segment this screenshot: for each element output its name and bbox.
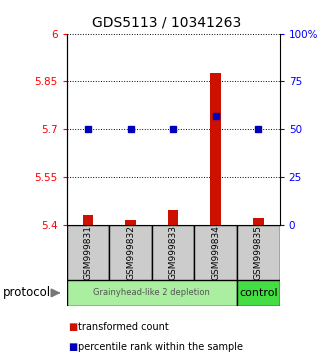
Bar xyxy=(67,280,237,306)
Bar xyxy=(237,280,280,306)
Text: protocol: protocol xyxy=(3,286,52,299)
Text: GSM999833: GSM999833 xyxy=(168,225,178,280)
Bar xyxy=(67,225,109,280)
Bar xyxy=(168,210,178,225)
Text: ■: ■ xyxy=(68,342,78,352)
Text: percentile rank within the sample: percentile rank within the sample xyxy=(78,342,243,352)
Bar xyxy=(210,73,221,225)
Bar xyxy=(253,218,264,225)
Text: GDS5113 / 10341263: GDS5113 / 10341263 xyxy=(92,16,241,30)
Bar xyxy=(109,225,152,280)
Bar xyxy=(237,225,280,280)
Text: control: control xyxy=(239,288,278,298)
Text: GSM999835: GSM999835 xyxy=(254,225,263,280)
Text: GSM999834: GSM999834 xyxy=(211,225,220,280)
Text: Grainyhead-like 2 depletion: Grainyhead-like 2 depletion xyxy=(94,289,210,297)
Bar xyxy=(125,220,136,225)
Text: GSM999832: GSM999832 xyxy=(126,225,135,280)
Text: transformed count: transformed count xyxy=(78,322,169,332)
Bar xyxy=(194,225,237,280)
Text: ■: ■ xyxy=(68,322,78,332)
Text: GSM999831: GSM999831 xyxy=(83,225,93,280)
Bar xyxy=(83,215,93,225)
Bar xyxy=(152,225,194,280)
